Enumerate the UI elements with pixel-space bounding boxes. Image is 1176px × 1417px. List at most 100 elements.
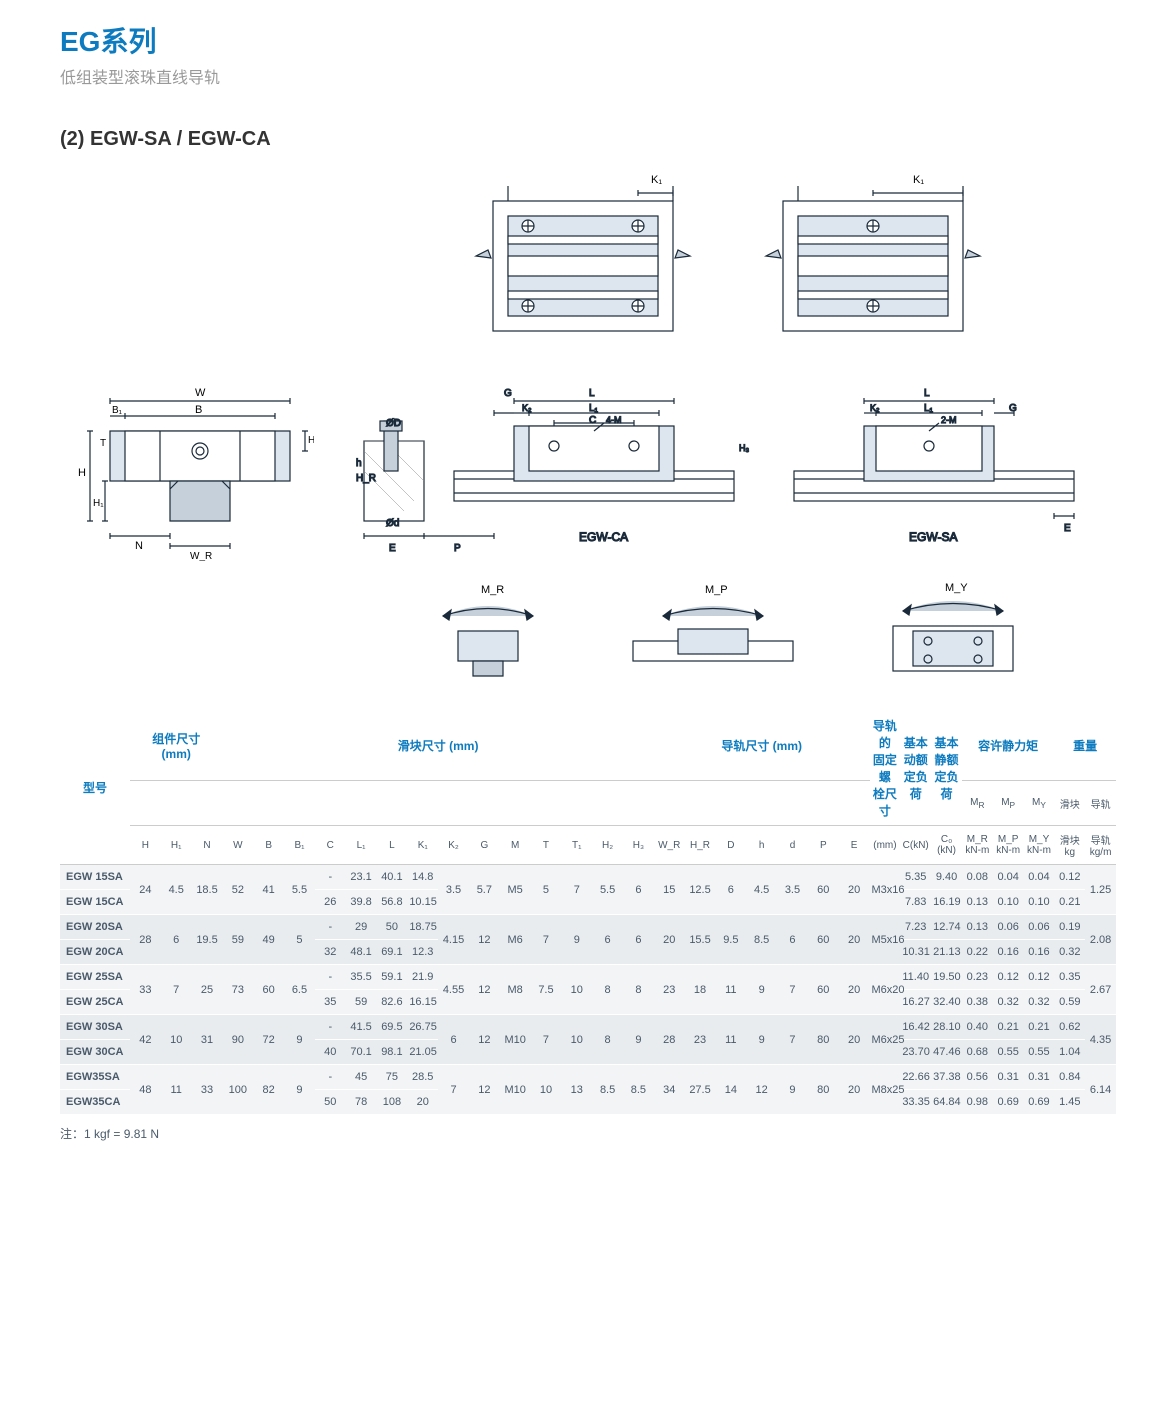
col-bolt: 导轨的 固定螺 栓尺寸 xyxy=(870,711,901,826)
model-cell: EGW 25CA xyxy=(60,990,130,1015)
col-sub: B xyxy=(253,826,284,865)
col-sub: N xyxy=(192,826,223,865)
svg-text:K₂: K₂ xyxy=(870,403,880,413)
col-sub: E xyxy=(839,826,870,865)
svg-text:h: h xyxy=(356,458,362,469)
svg-text:C: C xyxy=(589,415,596,426)
svg-text:N: N xyxy=(135,540,143,552)
col-rail: 导轨尺寸 (mm) xyxy=(654,711,870,781)
model-cell: EGW35CA xyxy=(60,1090,130,1115)
col-sub: H_R xyxy=(685,826,716,865)
table-body: EGW 15SA244.518.552415.5-23.140.114.83.5… xyxy=(60,865,1116,1115)
svg-text:EGW-CA: EGW-CA xyxy=(579,530,628,544)
col-sub: L₁ xyxy=(346,826,377,865)
moment-my-icon: M_Y xyxy=(863,581,1043,681)
svg-text:B: B xyxy=(195,404,202,416)
svg-text:M_R: M_R xyxy=(481,584,504,596)
model-cell: EGW 30CA xyxy=(60,1040,130,1065)
col-sub: T₁ xyxy=(561,826,592,865)
col-sub: H₃ xyxy=(623,826,654,865)
col-sub: C(kN) xyxy=(900,826,931,865)
moment-mr-icon: M_R xyxy=(413,581,563,681)
table-header: 型号 组件尺寸 (mm) 滑块尺寸 (mm) 导轨尺寸 (mm) 导轨的 固定螺… xyxy=(60,711,1116,865)
col-sub: M xyxy=(500,826,531,865)
svg-text:K₂: K₂ xyxy=(522,403,532,413)
svg-text:L₁: L₁ xyxy=(589,403,599,414)
col-moment: 容许静力矩 xyxy=(962,711,1054,781)
model-cell: EGW 15SA xyxy=(60,865,130,890)
col-sub: K₂ xyxy=(438,826,469,865)
spec-table: 型号 组件尺寸 (mm) 滑块尺寸 (mm) 导轨尺寸 (mm) 导轨的 固定螺… xyxy=(60,711,1116,1115)
svg-text:EGW-SA: EGW-SA xyxy=(909,530,957,544)
cross-section-icon: W B B₁ H H₁ T H₂ N W_R xyxy=(60,371,314,561)
header-title: EG系列 xyxy=(60,20,1116,60)
svg-text:L₁: L₁ xyxy=(924,403,934,414)
table-row: EGW 25SA3372573606.5-35.559.121.94.5512M… xyxy=(60,965,1116,990)
col-assembly: 组件尺寸 (mm) xyxy=(130,711,222,781)
col-stat: 基本 静额 定负荷 xyxy=(931,711,962,826)
col-sub: H₁ xyxy=(161,826,192,865)
col-model: 型号 xyxy=(60,711,130,865)
svg-text:K₁: K₁ xyxy=(651,174,662,186)
col-sub: D xyxy=(715,826,746,865)
model-cell: EGW 20CA xyxy=(60,940,130,965)
moment-mp-icon: M_P xyxy=(623,581,803,681)
svg-text:G: G xyxy=(1009,403,1017,414)
col-sub: K₁ xyxy=(407,826,438,865)
col-sub: G xyxy=(469,826,500,865)
col-sub: H xyxy=(130,826,161,865)
top-view-sa-icon: K₁ xyxy=(758,171,988,351)
svg-text:G: G xyxy=(504,388,512,399)
svg-text:P: P xyxy=(454,543,461,554)
col-sub: d xyxy=(777,826,808,865)
top-view-ca-icon: K₁ xyxy=(468,171,698,351)
section-title: (2) EGW-SA / EGW-CA xyxy=(60,128,1116,151)
col-dyn: 基本 动额 定负荷 xyxy=(900,711,931,826)
svg-text:M_Y: M_Y xyxy=(945,582,968,594)
col-sub: (mm) xyxy=(870,826,901,865)
svg-text:W: W xyxy=(195,387,206,399)
model-cell: EGW 15CA xyxy=(60,890,130,915)
svg-text:K₁: K₁ xyxy=(913,174,924,186)
col-sub: h xyxy=(746,826,777,865)
col-sub: M_Y kN-m xyxy=(1024,826,1055,865)
model-cell: EGW 20SA xyxy=(60,915,130,940)
header-subtitle: 低组装型滚珠直线导轨 xyxy=(60,64,1116,88)
col-sub: C₀ (kN) xyxy=(931,826,962,865)
svg-text:L: L xyxy=(589,388,595,399)
model-cell: EGW 30SA xyxy=(60,1015,130,1040)
table-row: EGW 20SA28619.559495-295018.754.1512M679… xyxy=(60,915,1116,940)
svg-text:H₁: H₁ xyxy=(93,498,104,509)
col-sub: T xyxy=(531,826,562,865)
svg-text:2-M: 2-M xyxy=(941,415,957,425)
col-sub: 滑块 kg xyxy=(1054,826,1085,865)
svg-text:H₃: H₃ xyxy=(739,443,749,453)
svg-text:H: H xyxy=(78,467,86,479)
col-sub: W xyxy=(222,826,253,865)
model-cell: EGW 25SA xyxy=(60,965,130,990)
col-sub: H₂ xyxy=(592,826,623,865)
svg-text:L: L xyxy=(924,388,930,399)
col-weight: 重量 xyxy=(1054,711,1116,781)
table-row: EGW 30SA42103190729-41.569.526.75612M107… xyxy=(60,1015,1116,1040)
side-views-icon: ØD Ød E P H_R h 4-M xyxy=(354,371,1116,561)
col-sub: P xyxy=(808,826,839,865)
svg-text:Ød: Ød xyxy=(386,518,399,529)
col-sub: M_R kN-m xyxy=(962,826,993,865)
col-sub: W_R xyxy=(654,826,685,865)
svg-text:E: E xyxy=(389,543,396,554)
svg-text:T: T xyxy=(100,438,106,449)
svg-text:H_R: H_R xyxy=(356,473,376,484)
technical-diagrams: K₁ K₁ xyxy=(60,171,1116,681)
col-sub: M_P kN-m xyxy=(993,826,1024,865)
col-sub: C xyxy=(315,826,346,865)
page-header: EG系列 低组装型滚珠直线导轨 xyxy=(60,20,1116,88)
svg-text:ØD: ØD xyxy=(386,418,401,429)
col-block: 滑块尺寸 (mm) xyxy=(222,711,653,781)
svg-text:H₂: H₂ xyxy=(308,435,314,446)
svg-text:B₁: B₁ xyxy=(112,405,123,416)
footnote: 注：1 kgf = 9.81 N xyxy=(60,1125,1116,1142)
col-sub: L xyxy=(377,826,408,865)
model-cell: EGW35SA xyxy=(60,1065,130,1090)
col-sub: 导轨 kg/m xyxy=(1085,826,1116,865)
